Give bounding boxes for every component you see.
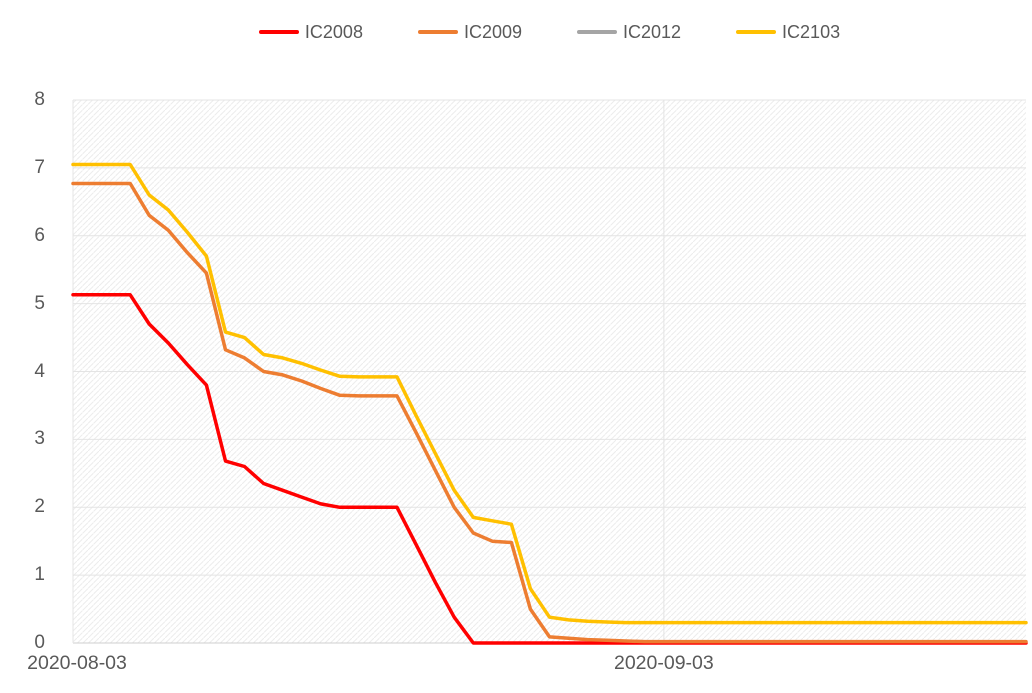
y-tick-label-2: 2	[34, 496, 45, 518]
legend-swatch-IC2103	[736, 29, 777, 35]
y-tick-label-3: 3	[34, 428, 45, 450]
series-line-IC2103	[71, 162, 1028, 625]
legend-swatch-IC2008	[258, 29, 299, 35]
legend-item-IC2008: IC2008	[258, 22, 363, 42]
x-axis-label-start: 2020-08-03	[27, 652, 127, 674]
legend-item-IC2012: IC2012	[577, 22, 681, 42]
y-tick-label-6: 6	[34, 224, 45, 246]
legend-label-IC2103: IC2103	[782, 22, 841, 42]
chart-legend: IC2008 IC2009 IC2012 IC2103	[73, 22, 1026, 42]
y-tick-label-8: 8	[34, 89, 45, 110]
legend-label-IC2008: IC2008	[304, 22, 363, 42]
legend-label-IC2009: IC2009	[463, 22, 522, 42]
gridlines	[72, 99, 1026, 644]
legend-swatch-IC2009	[417, 29, 458, 35]
series-line-IC2009	[71, 181, 1028, 644]
legend-item-IC2103: IC2103	[736, 22, 840, 42]
x-axis-label-mid: 2020-09-03	[613, 652, 714, 674]
legend-swatch-IC2012	[577, 29, 617, 35]
legend-label-IC2012: IC2012	[623, 22, 682, 42]
legend-item-IC2009: IC2009	[417, 22, 522, 42]
y-tick-label-1: 1	[34, 564, 45, 586]
series-lines	[71, 162, 1028, 645]
y-tick-label-4: 4	[34, 360, 45, 382]
y-tick-label-0: 0	[34, 632, 45, 653]
y-tick-label-5: 5	[34, 292, 45, 314]
y-tick-label-7: 7	[34, 156, 45, 178]
